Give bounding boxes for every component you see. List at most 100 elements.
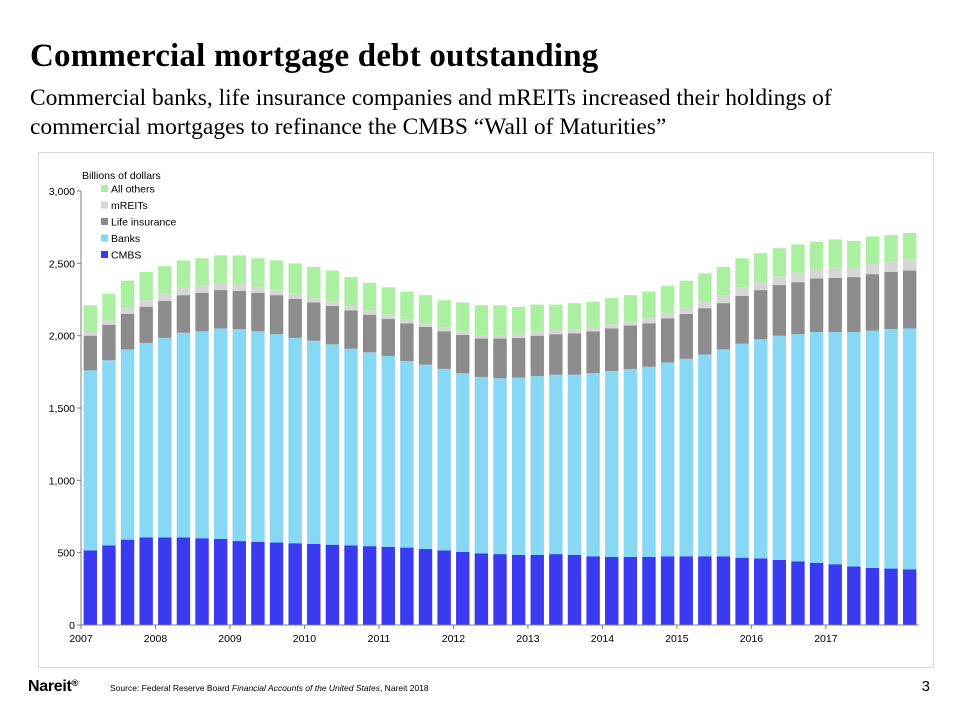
bar-segment-banks [381,355,395,547]
bar-segment-all-others [567,303,582,330]
bar-segment-mreits [549,329,563,335]
source-prefix: Source: Federal Reserve Board [110,683,232,693]
bar-segment-mreits [809,269,824,279]
bar-segment-banks [754,339,768,559]
bar-segment-all-others [288,263,302,294]
bar-segment-cmbs [884,568,898,625]
bar-segment-all-others [176,260,191,288]
bar-segment-cmbs [325,544,340,625]
bar-segment-mreits [530,331,544,336]
bar-segment-cmbs [809,562,824,625]
legend-item: mREITs [101,200,148,212]
x-tick-label: 2014 [591,633,615,645]
bar-segment-cmbs [120,539,135,625]
bar-segment-banks [493,378,507,555]
bar-segment-life-insurance [902,270,917,329]
legend-swatch [101,218,108,225]
bar-segment-life-insurance [623,325,638,369]
x-tick-label: 2007 [69,633,93,645]
bar-segment-cmbs [642,557,656,625]
bar-segment-all-others [269,260,284,290]
bar-segment-banks [102,360,116,546]
bar-segment-mreits [865,264,880,275]
chart-frame: 0 500 1,000 1,500 2,000 2,500 3,000 2007 2008 200… [38,152,934,668]
bar-segment-all-others [83,305,98,333]
bar-segment-life-insurance [884,272,898,330]
bar-segment-life-insurance [754,290,768,340]
y-tick-label: 2,000 [49,331,75,343]
page-number: 3 [921,678,930,695]
bar-segment-banks [288,337,302,544]
bar-segment-cmbs [176,537,191,625]
bar-segment-cmbs [735,557,749,625]
stacked-bar-chart: 0 500 1,000 1,500 2,000 2,500 3,000 2007 2008 200… [49,170,919,645]
bar-segment-cmbs [605,557,619,625]
bar-segment-all-others [362,282,377,311]
bar-segment-banks [120,349,135,540]
source-suffix: , Nareit 2018 [379,683,429,693]
bar-segment-mreits [325,301,340,307]
bar-segment-banks [828,332,842,565]
bar-segment-cmbs [158,537,172,625]
bar-segment-cmbs [232,541,246,625]
bar-segment-life-insurance [362,314,377,353]
bar-segment-all-others [232,255,246,285]
bar-segment-all-others [195,258,209,286]
bar-segment-life-insurance [586,331,600,374]
bar-segment-cmbs [567,554,582,625]
legend-item: CMBS [101,250,141,262]
legend-item: Life insurance [101,217,177,229]
bar-segment-banks [400,360,414,548]
bar-segment-cmbs [698,556,712,625]
bar-segment-cmbs [139,537,153,625]
bar-segment-cmbs [213,538,228,625]
bar-segment-all-others [437,300,451,328]
bar-segment-banks [232,329,246,542]
bar-segment-cmbs [549,554,563,625]
bar-segment-banks [437,368,451,551]
bar-segment-life-insurance [120,313,135,350]
bar-segment-mreits [847,266,861,278]
bar-segment-all-others [809,241,824,270]
bar-segment-banks [251,331,265,542]
bar-segment-mreits [642,318,656,324]
bar-segment-all-others [735,258,749,288]
bar-segment-life-insurance [269,295,284,335]
bar-segment-cmbs [362,546,377,625]
bar-segment-life-insurance [344,310,358,349]
bar-segment-banks [865,330,880,568]
bar-segment-all-others [102,293,116,321]
bar-segment-life-insurance [828,277,842,333]
bar-segment-life-insurance [530,335,544,377]
legend-label: All others [111,184,155,196]
bar-segment-all-others [400,291,414,320]
bar-segment-life-insurance [176,295,191,333]
legend-swatch [101,201,108,209]
bar-segment-mreits [567,329,582,334]
legend-label: Banks [111,233,140,245]
bar-segment-cmbs [791,561,805,625]
bar-segment-all-others [679,280,693,308]
bar-segment-life-insurance [381,319,395,356]
bar-segment-cmbs [586,556,600,625]
bar-segment-all-others [251,258,265,287]
bar-segment-cmbs [828,564,842,625]
bar-segment-life-insurance [474,338,489,377]
bar-segment-life-insurance [493,338,507,379]
bar-segment-all-others [213,255,228,283]
bar-segment-mreits [158,293,172,301]
bar-segment-banks [605,371,619,558]
bar-segment-all-others [549,304,563,330]
bar-segment-all-others [754,253,768,282]
bar-segment-mreits [474,334,489,339]
bar-segment-all-others [493,305,507,335]
bar-segment-banks [809,332,824,563]
bar-segment-life-insurance [772,285,787,336]
bar-segment-all-others [418,295,433,324]
bar-segment-all-others [530,304,544,332]
bar-segment-life-insurance [511,337,526,378]
axes-layer: 0 500 1,000 1,500 2,000 2,500 3,000 2007 2008 200… [49,186,919,645]
legend: All others mREITs Life insurance Banks CMBS [101,184,177,262]
bar-segment-life-insurance [139,306,153,343]
legend-label: CMBS [111,250,141,262]
